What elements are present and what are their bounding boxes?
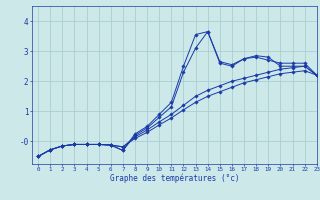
- X-axis label: Graphe des températures (°c): Graphe des températures (°c): [110, 174, 239, 183]
